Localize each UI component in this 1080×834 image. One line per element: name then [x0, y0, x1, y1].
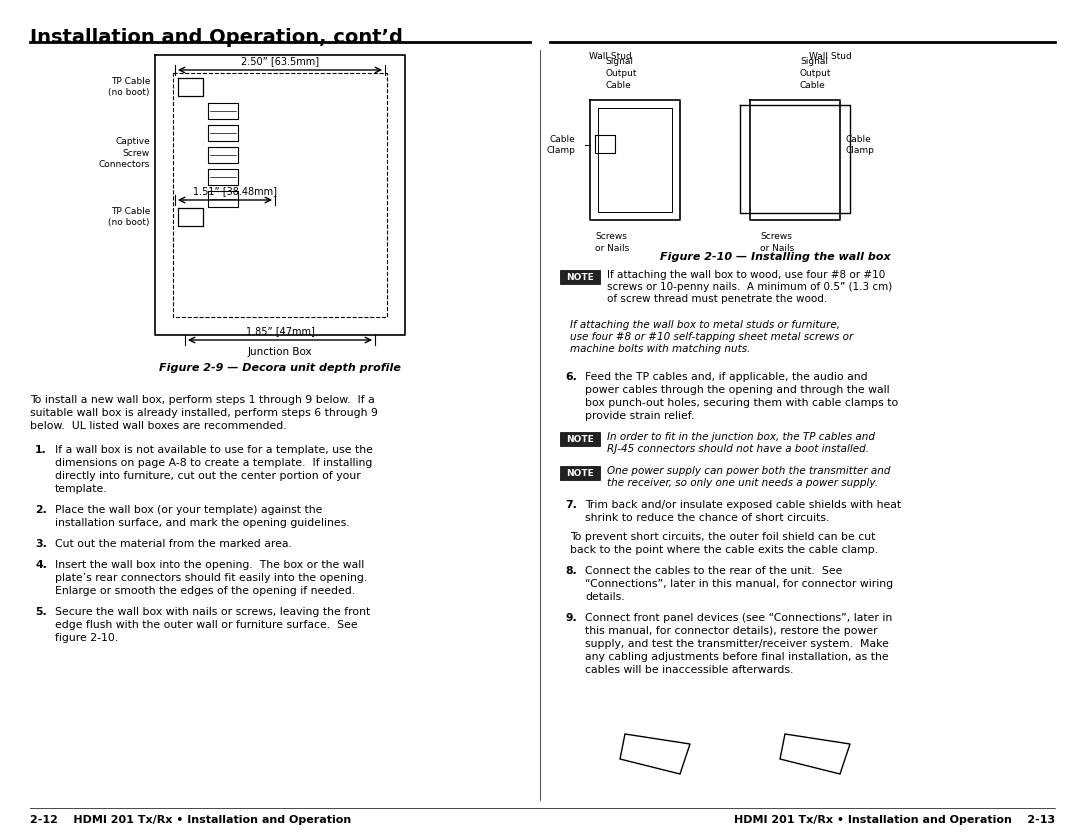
Text: below.  UL listed wall boxes are recommended.: below. UL listed wall boxes are recommen…	[30, 421, 286, 431]
Text: Captive
Screw
Connectors: Captive Screw Connectors	[98, 137, 150, 169]
Text: Connect the cables to the rear of the unit.  See: Connect the cables to the rear of the un…	[585, 566, 842, 576]
Text: edge flush with the outer wall or furniture surface.  See: edge flush with the outer wall or furnit…	[55, 620, 357, 630]
Text: Feed the TP cables and, if applicable, the audio and: Feed the TP cables and, if applicable, t…	[585, 372, 867, 382]
Text: suitable wall box is already installed, perform steps 6 through 9: suitable wall box is already installed, …	[30, 408, 378, 418]
Text: 4.: 4.	[35, 560, 46, 570]
Text: NOTE: NOTE	[566, 273, 594, 282]
Text: TP Cable
(no boot): TP Cable (no boot)	[108, 77, 150, 98]
Text: NOTE: NOTE	[566, 435, 594, 444]
Text: If attaching the wall box to metal studs or furniture,: If attaching the wall box to metal studs…	[570, 320, 840, 330]
Text: Wall Stud: Wall Stud	[809, 52, 851, 61]
Text: provide strain relief.: provide strain relief.	[585, 411, 694, 421]
Text: cables will be inaccessible afterwards.: cables will be inaccessible afterwards.	[585, 665, 794, 675]
Text: 6.: 6.	[565, 372, 577, 382]
Text: shrink to reduce the chance of short circuits.: shrink to reduce the chance of short cir…	[585, 513, 829, 523]
Text: 1.85” [47mm]: 1.85” [47mm]	[245, 326, 314, 336]
Text: of screw thread must penetrate the wood.: of screw thread must penetrate the wood.	[607, 294, 827, 304]
Text: directly into furniture, cut out the center portion of your: directly into furniture, cut out the cen…	[55, 471, 361, 481]
Text: If a wall box is not available to use for a template, use the: If a wall box is not available to use fo…	[55, 445, 373, 455]
Text: Connect front panel devices (see “Connections”, later in: Connect front panel devices (see “Connec…	[585, 613, 892, 623]
Text: this manual, for connector details), restore the power: this manual, for connector details), res…	[585, 626, 878, 636]
Text: If attaching the wall box to wood, use four #8 or #10: If attaching the wall box to wood, use f…	[607, 270, 886, 280]
Text: Signal
Output
Cable: Signal Output Cable	[605, 57, 636, 89]
Text: back to the point where the cable exits the cable clamp.: back to the point where the cable exits …	[570, 545, 878, 555]
Text: 1.: 1.	[35, 445, 46, 455]
Text: dimensions on page A-8 to create a template.  If installing: dimensions on page A-8 to create a templ…	[55, 458, 373, 468]
Text: 2.: 2.	[35, 505, 46, 515]
Text: HDMI 201 Tx/Rx • Installation and Operation    2-13: HDMI 201 Tx/Rx • Installation and Operat…	[734, 815, 1055, 825]
Text: machine bolts with matching nuts.: machine bolts with matching nuts.	[570, 344, 751, 354]
Text: Junction Box: Junction Box	[247, 347, 312, 357]
Text: “Connections”, later in this manual, for connector wiring: “Connections”, later in this manual, for…	[585, 579, 893, 589]
Text: Signal
Output
Cable: Signal Output Cable	[800, 57, 832, 89]
FancyBboxPatch shape	[561, 270, 600, 284]
Text: To install a new wall box, perform steps 1 through 9 below.  If a: To install a new wall box, perform steps…	[30, 395, 375, 405]
Text: power cables through the opening and through the wall: power cables through the opening and thr…	[585, 385, 890, 395]
Text: NOTE: NOTE	[566, 469, 594, 478]
Text: any cabling adjustments before final installation, as the: any cabling adjustments before final ins…	[585, 652, 889, 662]
Text: Insert the wall box into the opening.  The box or the wall: Insert the wall box into the opening. Th…	[55, 560, 364, 570]
Text: use four #8 or #10 self-tapping sheet metal screws or: use four #8 or #10 self-tapping sheet me…	[570, 332, 853, 342]
Text: Wall Stud: Wall Stud	[589, 52, 632, 61]
Text: One power supply can power both the transmitter and: One power supply can power both the tran…	[607, 466, 891, 476]
Text: 2-12    HDMI 201 Tx/Rx • Installation and Operation: 2-12 HDMI 201 Tx/Rx • Installation and O…	[30, 815, 351, 825]
Text: To prevent short circuits, the outer foil shield can be cut: To prevent short circuits, the outer foi…	[570, 532, 876, 542]
Text: box punch-out holes, securing them with cable clamps to: box punch-out holes, securing them with …	[585, 398, 899, 408]
Text: Cut out the material from the marked area.: Cut out the material from the marked are…	[55, 539, 292, 549]
Text: supply, and test the transmitter/receiver system.  Make: supply, and test the transmitter/receive…	[585, 639, 889, 649]
FancyBboxPatch shape	[561, 432, 600, 446]
Text: RJ-45 connectors should not have a boot installed.: RJ-45 connectors should not have a boot …	[607, 444, 869, 454]
Text: Trim back and/or insulate exposed cable shields with heat: Trim back and/or insulate exposed cable …	[585, 500, 901, 510]
Text: the receiver, so only one unit needs a power supply.: the receiver, so only one unit needs a p…	[607, 478, 878, 488]
Text: plate’s rear connectors should fit easily into the opening.: plate’s rear connectors should fit easil…	[55, 573, 367, 583]
Text: screws or 10-penny nails.  A minimum of 0.5” (1.3 cm): screws or 10-penny nails. A minimum of 0…	[607, 282, 892, 292]
Text: 7.: 7.	[565, 500, 577, 510]
Text: 9.: 9.	[565, 613, 577, 623]
Text: template.: template.	[55, 484, 108, 494]
FancyBboxPatch shape	[561, 466, 600, 480]
Text: installation surface, and mark the opening guidelines.: installation surface, and mark the openi…	[55, 518, 350, 528]
Text: Cable
Clamp: Cable Clamp	[845, 134, 874, 155]
Text: Cable
Clamp: Cable Clamp	[546, 134, 575, 155]
Text: Secure the wall box with nails or screws, leaving the front: Secure the wall box with nails or screws…	[55, 607, 370, 617]
Text: TP Cable
(no boot): TP Cable (no boot)	[108, 207, 150, 228]
Text: 5.: 5.	[35, 607, 46, 617]
Text: 3.: 3.	[35, 539, 46, 549]
Text: 1.51” [38.48mm]: 1.51” [38.48mm]	[193, 186, 276, 196]
Text: Place the wall box (or your template) against the: Place the wall box (or your template) ag…	[55, 505, 322, 515]
Text: Installation and Operation, cont’d: Installation and Operation, cont’d	[30, 28, 403, 47]
Text: details.: details.	[585, 592, 624, 602]
Text: Enlarge or smooth the edges of the opening if needed.: Enlarge or smooth the edges of the openi…	[55, 586, 355, 596]
Text: In order to fit in the junction box, the TP cables and: In order to fit in the junction box, the…	[607, 432, 875, 442]
Text: Figure 2-10 — Installing the wall box: Figure 2-10 — Installing the wall box	[660, 252, 891, 262]
Text: Screws
or Nails: Screws or Nails	[595, 232, 630, 253]
Text: 8.: 8.	[565, 566, 577, 576]
Text: Screws
or Nails: Screws or Nails	[760, 232, 794, 253]
Text: Figure 2-9 — Decora unit depth profile: Figure 2-9 — Decora unit depth profile	[159, 363, 401, 373]
Text: figure 2-10.: figure 2-10.	[55, 633, 118, 643]
Text: 2.50” [63.5mm]: 2.50” [63.5mm]	[241, 56, 319, 66]
